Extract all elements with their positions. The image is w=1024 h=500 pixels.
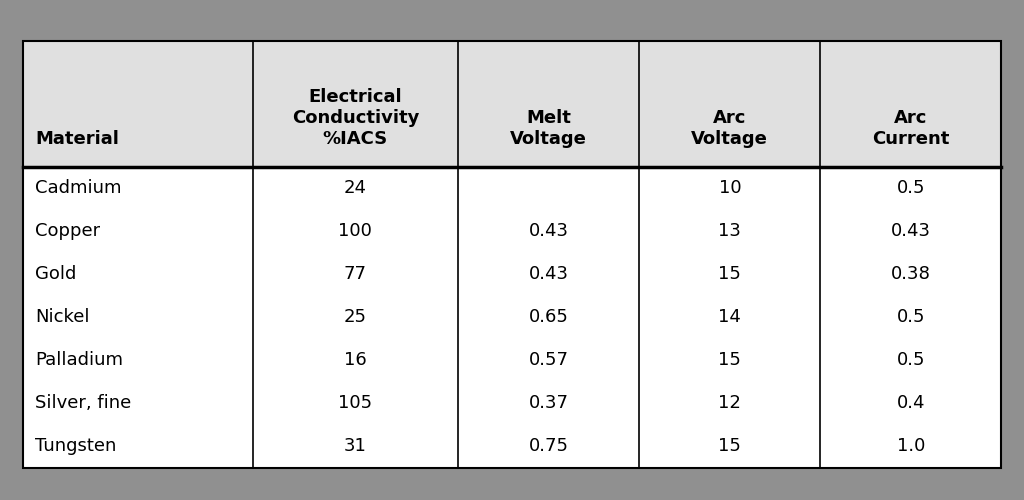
Text: 0.5: 0.5 [897, 180, 925, 198]
Text: Tungsten: Tungsten [35, 437, 117, 455]
Text: 0.37: 0.37 [528, 394, 568, 412]
Text: Nickel: Nickel [35, 308, 90, 326]
Text: 0.75: 0.75 [528, 437, 568, 455]
Text: 100: 100 [338, 222, 373, 240]
Text: 0.38: 0.38 [891, 265, 931, 283]
Text: 15: 15 [719, 437, 741, 455]
Text: 77: 77 [344, 265, 367, 283]
Text: Arc
Current: Arc Current [872, 109, 949, 148]
Text: 0.65: 0.65 [528, 308, 568, 326]
Text: Electrical
Conductivity
%IACS: Electrical Conductivity %IACS [292, 88, 419, 148]
Text: 13: 13 [719, 222, 741, 240]
Text: Cadmium: Cadmium [35, 180, 122, 198]
Text: 0.43: 0.43 [528, 265, 568, 283]
Text: Palladium: Palladium [35, 351, 123, 369]
Text: Material: Material [35, 130, 119, 148]
Text: Silver, fine: Silver, fine [35, 394, 131, 412]
Text: 25: 25 [344, 308, 367, 326]
Text: 16: 16 [344, 351, 367, 369]
Text: 15: 15 [719, 351, 741, 369]
Text: 0.43: 0.43 [528, 222, 568, 240]
Text: 15: 15 [719, 265, 741, 283]
Text: Copper: Copper [35, 222, 100, 240]
Text: 12: 12 [719, 394, 741, 412]
Text: 0.57: 0.57 [528, 351, 568, 369]
Text: 1.0: 1.0 [897, 437, 925, 455]
Text: 105: 105 [338, 394, 373, 412]
Text: 24: 24 [344, 180, 367, 198]
Bar [23, 41, 1001, 167]
Bar [23, 167, 1001, 468]
Text: 14: 14 [719, 308, 741, 326]
Text: 0.43: 0.43 [891, 222, 931, 240]
Text: 0.5: 0.5 [897, 351, 925, 369]
Text: 31: 31 [344, 437, 367, 455]
Text: Gold: Gold [35, 265, 77, 283]
Text: Arc
Voltage: Arc Voltage [691, 109, 768, 148]
Text: 10: 10 [719, 180, 741, 198]
Text: Melt
Voltage: Melt Voltage [510, 109, 587, 148]
Text: 0.4: 0.4 [897, 394, 925, 412]
Text: 0.5: 0.5 [897, 308, 925, 326]
